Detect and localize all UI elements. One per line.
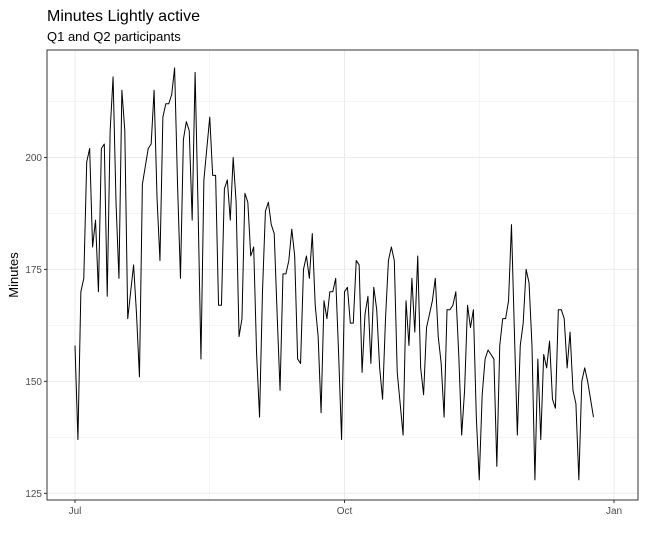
y-axis-title: Minutes <box>6 252 21 298</box>
x-axis: Jul Oct Jan <box>69 500 622 517</box>
x-tick-label: Jul <box>69 506 82 517</box>
series-line <box>74 67 594 481</box>
x-tick-label: Jan <box>606 506 622 517</box>
chart-subtitle: Q1 and Q2 participants <box>47 29 181 44</box>
y-tick-label: 200 <box>25 153 42 164</box>
y-axis: 125 150 175 200 <box>25 153 47 500</box>
x-tick-label: Oct <box>337 506 353 517</box>
series-layer <box>74 67 594 481</box>
y-tick-label: 175 <box>25 265 42 276</box>
chart-title: Minutes Lightly active <box>47 8 200 25</box>
y-tick-label: 150 <box>25 377 42 388</box>
y-tick-label: 125 <box>25 489 42 500</box>
panel-border <box>46 49 639 501</box>
